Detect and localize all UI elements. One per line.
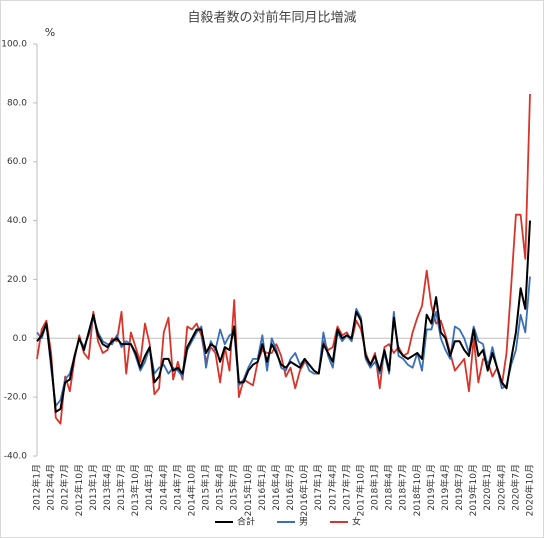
x-tick-label: 2019年10月 [467,464,479,516]
x-tick-label: 2013年7月 [115,464,127,511]
x-tick-label: 2020年10月 [524,464,536,516]
x-tick-label: 2015年10月 [242,464,254,516]
y-tick-label: -20.0 [4,393,28,403]
y-tick-label: 60.0 [7,157,27,167]
legend-label: 合計 [237,516,255,528]
y-tick-label: 100.0 [1,40,27,50]
legend-label: 男 [299,517,308,528]
x-tick-label: 2017年10月 [354,464,366,516]
x-tick-label: 2015年7月 [228,464,240,511]
x-tick-label: 2012年4月 [45,464,57,511]
y-tick-label: -40.0 [4,452,28,462]
x-tick-label: 2020年7月 [509,464,521,511]
x-tick-label: 2014年1月 [143,464,155,511]
x-tick-label: 2018年10月 [411,464,423,516]
y-tick-label: 0.0 [13,334,28,344]
x-tick-label: 2012年1月 [31,464,43,511]
x-tick-label: 2014年10月 [185,464,197,516]
x-tick-label: 2018年1月 [369,464,381,511]
x-tick-label: 2020年4月 [495,464,507,511]
x-tick-label: 2015年1月 [200,464,212,511]
x-tick-label: 2016年1月 [256,464,268,511]
chart-title: 自殺者数の対前年同月比増減 [187,10,356,26]
x-tick-label: 2016年7月 [284,464,296,511]
x-tick-label: 2018年7月 [397,464,409,511]
x-tick-label: 2019年7月 [453,464,465,511]
x-tick-label: 2018年4月 [383,464,395,511]
x-tick-label: 2013年4月 [101,464,113,511]
y-unit: % [45,26,55,39]
x-tick-label: 2015年4月 [214,464,226,511]
x-tick-label: 2012年10月 [73,464,85,516]
x-tick-label: 2012年7月 [59,464,71,511]
x-tick-label: 2013年1月 [87,464,99,511]
x-tick-label: 2017年1月 [312,464,324,511]
legend-label: 女 [352,516,361,528]
x-tick-label: 2013年10月 [129,464,141,516]
x-tick-label: 2017年7月 [340,464,352,511]
x-tick-label: 2017年4月 [326,464,338,511]
series-line [36,220,531,413]
x-tick-label: 2019年4月 [439,464,451,511]
x-tick-label: 2016年10月 [298,464,310,516]
x-tick-label: 2014年4月 [157,464,169,511]
y-tick-label: 20.0 [7,275,27,285]
y-tick-label: 80.0 [7,98,27,108]
x-tick-label: 2014年7月 [171,464,183,511]
y-tick-label: 40.0 [7,216,27,226]
x-tick-label: 2020年1月 [481,464,493,511]
x-tick-label: 2019年1月 [425,464,437,511]
x-tick-label: 2016年4月 [270,464,282,511]
